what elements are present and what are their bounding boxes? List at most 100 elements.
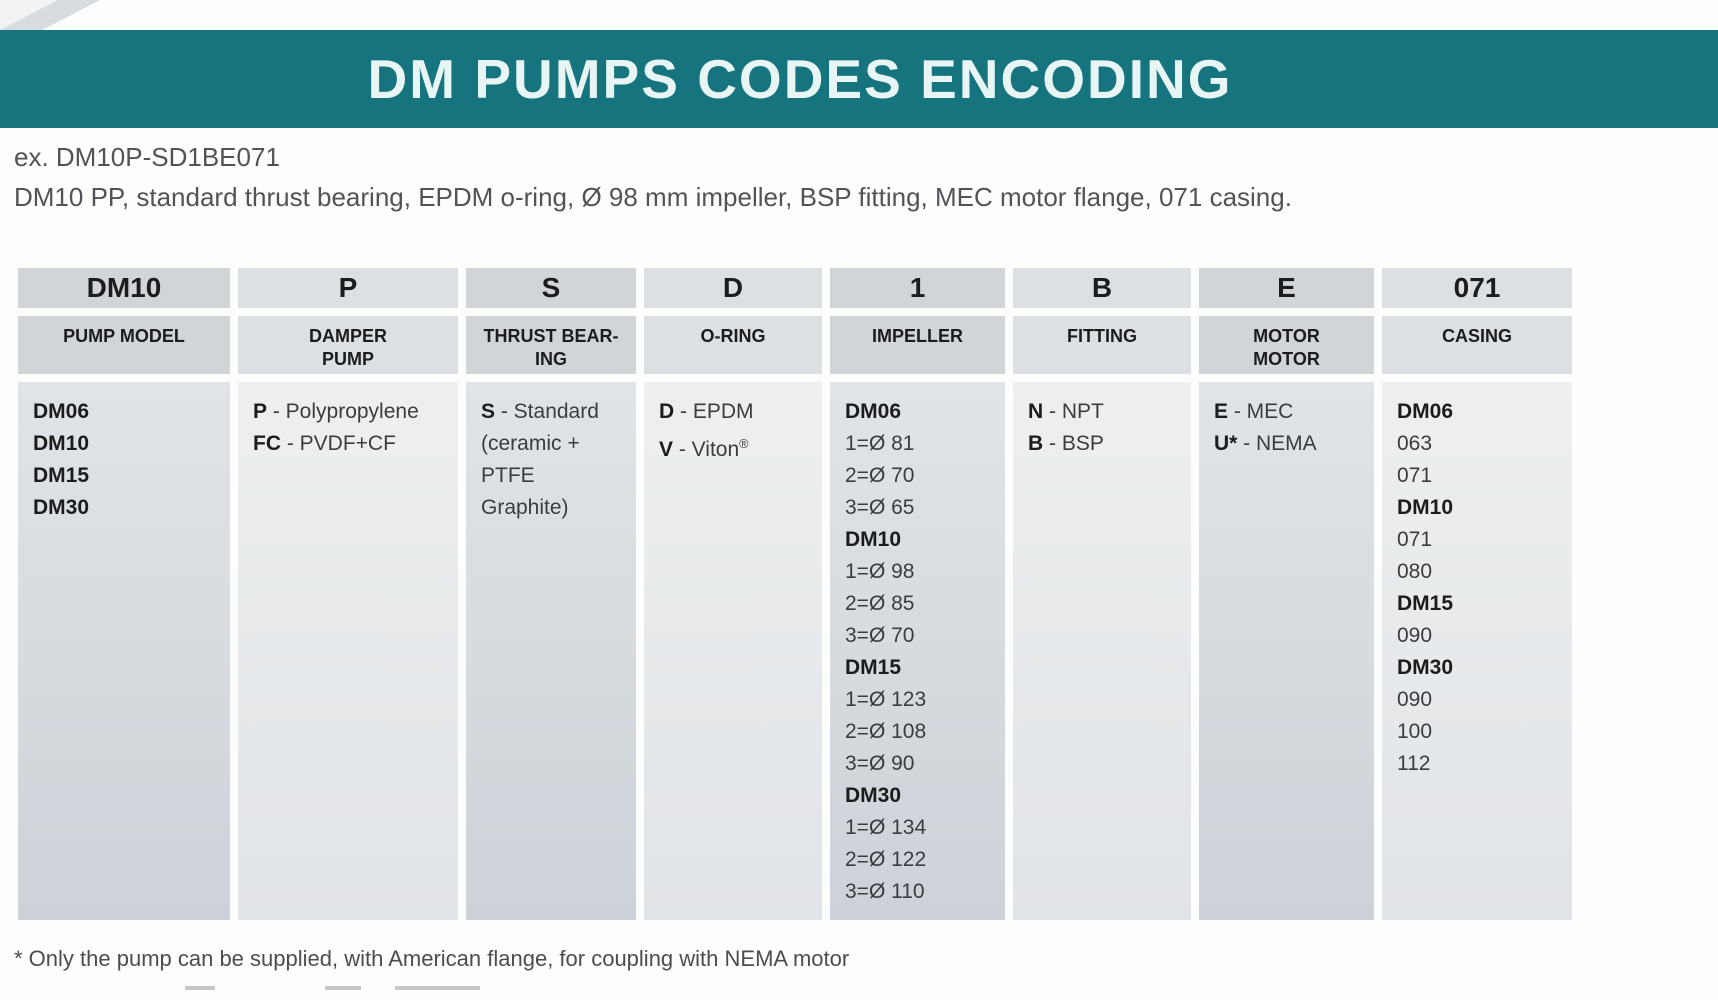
body-line: DM30 — [33, 492, 222, 524]
code-letter: DM15 — [1397, 592, 1454, 615]
code-letter: DM30 — [33, 496, 90, 519]
body-line: DM10 — [845, 524, 997, 556]
example-code: ex. DM10P-SD1BE071 — [14, 142, 280, 172]
body-line: DM15 — [33, 460, 222, 492]
body-line: FC - PVDF+CF — [253, 432, 396, 455]
body-cell-motor-flange: E - MEC U* - NEMA — [1199, 382, 1374, 920]
body-line: (ceramic + — [481, 432, 580, 455]
body-line: 3=Ø 65 — [845, 496, 915, 519]
label-header-impeller: IMPELLER — [830, 316, 1005, 374]
code-letter: DM30 — [845, 784, 902, 807]
code-letter: DM10 — [845, 528, 902, 551]
body-line: 2=Ø 70 — [845, 464, 915, 487]
body-cell-thrust-bearing: S - Standard (ceramic + PTFE Graphite) — [466, 382, 636, 920]
body-line: 1=Ø 134 — [845, 816, 927, 839]
code-letter: DM06 — [845, 400, 902, 423]
body-line: 2=Ø 122 — [845, 848, 927, 871]
body-line: DM06 — [845, 396, 997, 428]
code-header-damper-pump: P — [238, 268, 458, 308]
body-line: DM15 — [1397, 588, 1564, 620]
body-cell-fitting: N - NPT B - BSP — [1013, 382, 1191, 920]
code-letter: U* — [1214, 432, 1238, 455]
code-letter: P — [253, 400, 268, 423]
label-header-fitting: FITTING — [1013, 316, 1191, 374]
code-letter: FC — [253, 432, 281, 455]
code-letter: V — [659, 438, 674, 461]
body-line: B - BSP — [1028, 432, 1104, 455]
body-cell-o-ring: D - EPDM V - Viton® — [644, 382, 822, 920]
code-header-impeller: 1 — [830, 268, 1005, 308]
body-line: P - Polypropylene — [253, 400, 419, 423]
body-cell-casing: DM06 063 071 DM10 071 080 DM15 090 DM30 090 100 112 — [1382, 382, 1572, 920]
body-line: DM10 — [1397, 492, 1564, 524]
body-line: V - Viton® — [659, 437, 749, 461]
body-line: 090 — [1397, 624, 1433, 647]
code-letter: E — [1214, 400, 1229, 423]
label-header-casing: CASING — [1382, 316, 1572, 374]
body-line: 112 — [1397, 752, 1431, 775]
code-letter: DM06 — [1397, 400, 1454, 423]
example-description: DM10 PP, standard thrust bearing, EPDM o… — [14, 182, 1292, 212]
body-line: 100 — [1397, 720, 1433, 743]
body-line: DM30 — [1397, 652, 1564, 684]
body-cell-impeller: DM06 1=Ø 81 2=Ø 70 3=Ø 65 DM10 1=Ø 98 2=Ø 85 3=… — [830, 382, 1005, 920]
body-line: 080 — [1397, 560, 1433, 583]
body-line: PTFE Graphite) — [481, 464, 569, 519]
code-header-casing: 071 — [1382, 268, 1572, 308]
body-line: 071 — [1397, 464, 1433, 487]
registered-mark: ® — [739, 437, 749, 451]
body-line: 2=Ø 108 — [845, 720, 927, 743]
body-cell-pump-model: DM06 DM10 DM15 DM30 — [18, 382, 230, 920]
cutoff-artifact — [325, 986, 361, 990]
code-letter: DM15 — [33, 464, 90, 487]
code-letter: D — [659, 400, 675, 423]
code-letter: DM10 — [1397, 496, 1454, 519]
body-line: 3=Ø 90 — [845, 752, 915, 775]
body-line: E - MEC — [1214, 400, 1294, 423]
footnote: * Only the pump can be supplied, with Am… — [14, 946, 850, 971]
body-line: DM15 — [845, 652, 997, 684]
body-line: 3=Ø 70 — [845, 624, 915, 647]
body-line: D - EPDM — [659, 400, 754, 423]
body-cell-damper-pump: P - Polypropylene FC - PVDF+CF — [238, 382, 458, 920]
code-header-fitting: B — [1013, 268, 1191, 308]
code-header-pump-model: DM10 — [18, 268, 230, 308]
body-line: DM06 — [33, 396, 222, 428]
body-line: 3=Ø 110 — [845, 880, 925, 903]
body-line: 090 — [1397, 688, 1433, 711]
example-block: ex. DM10P-SD1BE071 DM10 PP, standard thr… — [14, 142, 1292, 213]
code-letter: S — [481, 400, 496, 423]
code-letter: DM30 — [1397, 656, 1454, 679]
body-line: 071 — [1397, 528, 1433, 551]
code-header-thrust-bearing: S — [466, 268, 636, 308]
label-header-damper-pump: DAMPER PUMP — [238, 316, 458, 374]
cutoff-artifact — [395, 986, 480, 990]
title-banner: DM PUMPS CODES ENCODING — [0, 30, 1718, 128]
body-line: 2=Ø 85 — [845, 592, 915, 615]
body-line: 1=Ø 123 — [845, 688, 927, 711]
page-title: DM PUMPS CODES ENCODING — [367, 48, 1233, 110]
code-letter: B — [1028, 432, 1044, 455]
body-line: 1=Ø 81 — [845, 432, 915, 455]
body-line: N - NPT — [1028, 400, 1104, 423]
code-letter: DM15 — [845, 656, 902, 679]
code-header-o-ring: D — [644, 268, 822, 308]
code-letter: DM06 — [33, 400, 90, 423]
body-line: S - Standard — [481, 400, 599, 423]
body-line: DM06 — [1397, 396, 1564, 428]
label-header-thrust-bearing: THRUST BEAR- ING — [466, 316, 636, 374]
label-header-pump-model: PUMP MODEL — [18, 316, 230, 374]
body-line: U* - NEMA — [1214, 432, 1317, 455]
cutoff-artifact — [185, 986, 215, 990]
code-header-motor-flange: E — [1199, 268, 1374, 308]
body-line: DM10 — [33, 428, 222, 460]
code-letter: N — [1028, 400, 1044, 423]
body-line: DM30 — [845, 780, 997, 812]
label-header-o-ring: O-RING — [644, 316, 822, 374]
body-line: 063 — [1397, 432, 1433, 455]
label-header-motor-flange: MOTOR MOTOR — [1199, 316, 1374, 374]
codes-table: DM10 PUMP MODEL DM06 DM10 DM15 DM30 P DAMPER PUM… — [18, 268, 1572, 920]
body-line: 1=Ø 98 — [845, 560, 915, 583]
code-letter: DM10 — [33, 432, 90, 455]
